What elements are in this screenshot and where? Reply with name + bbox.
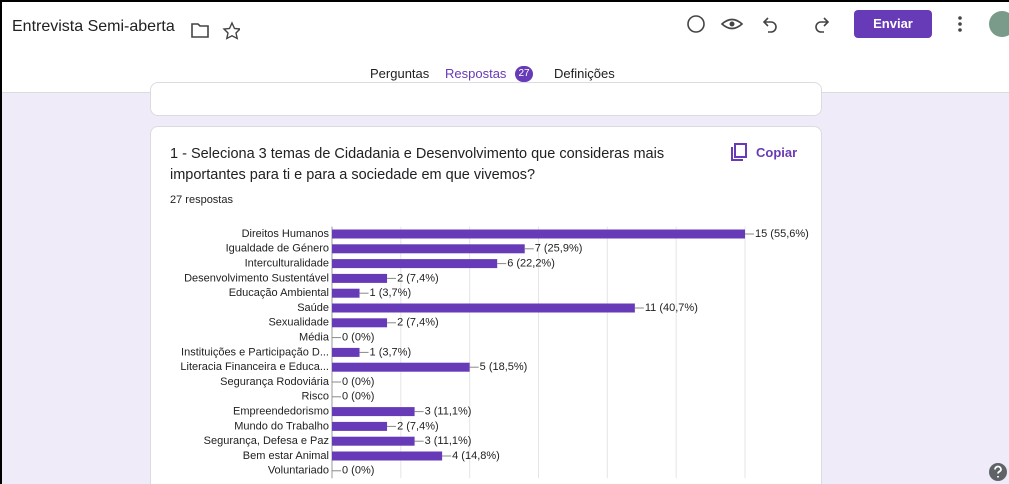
toolbar-icons [687, 15, 830, 33]
response-count: 27 respostas [170, 194, 233, 206]
more-dot[interactable] [958, 16, 962, 20]
category-label: Educação Ambiental [229, 287, 329, 299]
bar [332, 259, 498, 269]
star-icon[interactable] [222, 21, 240, 40]
copy-button[interactable]: Copiar [756, 145, 798, 160]
value-label: 2 (7,4%) [397, 420, 439, 432]
tab[interactable]: Perguntas [370, 66, 430, 81]
category-label: Mundo do Trabalho [234, 420, 329, 432]
bar [332, 436, 415, 446]
category-label: Interculturalidade [245, 258, 329, 270]
value-label: 1 (3,7%) [370, 287, 412, 299]
category-label: Bem estar Animal [243, 450, 329, 462]
question-title: 1 - Seleciona 3 temas de Cidadania e Des… [170, 146, 665, 183]
value-label: 3 (11,1%) [425, 406, 472, 418]
folder-icon[interactable] [191, 23, 209, 38]
value-label: 15 (55,6%) [755, 228, 809, 240]
redo-icon[interactable] [815, 17, 830, 33]
value-label: 2 (7,4%) [397, 317, 439, 329]
top-bar [2, 2, 1009, 93]
category-label: Instituições e Participação D... [181, 346, 329, 358]
bar [332, 407, 415, 417]
value-label: 11 (40,7%) [645, 302, 698, 314]
preview-icon-pupil [729, 21, 735, 27]
bar [332, 451, 443, 461]
category-label: Voluntariado [268, 465, 329, 477]
value-label: 5 (18,5%) [480, 361, 528, 373]
value-label: 6 (22,2%) [507, 258, 555, 270]
value-label: 4 (14,8%) [452, 450, 500, 462]
bar [332, 244, 525, 254]
value-label: 0 (0%) [342, 465, 374, 477]
value-label: 0 (0%) [342, 376, 374, 388]
value-label: 0 (0%) [342, 391, 374, 403]
category-label: Direitos Humanos [242, 228, 330, 240]
category-label: Literacia Financeira e Educa... [180, 361, 329, 373]
tab[interactable]: Definições [554, 66, 615, 81]
bar [332, 318, 388, 328]
category-label: Segurança Rodoviária [220, 376, 330, 388]
category-label: Média [299, 332, 330, 344]
bar [332, 288, 360, 298]
category-label: Risco [301, 391, 329, 403]
undo-icon[interactable] [762, 17, 777, 33]
send-button[interactable]: Enviar [854, 10, 932, 38]
title-icons [191, 21, 240, 40]
category-label: Saúde [297, 302, 329, 314]
preview-icon[interactable] [720, 18, 744, 30]
tab[interactable]: Respostas [445, 66, 507, 81]
value-label: 7 (25,9%) [535, 243, 583, 255]
bar [332, 362, 470, 372]
value-label: 0 (0%) [342, 332, 374, 344]
category-label: Igualdade de Género [226, 243, 329, 255]
menu-and-avatar [958, 11, 1009, 37]
more-dot[interactable] [958, 28, 962, 32]
bar [332, 421, 388, 431]
copy-icon[interactable] [730, 143, 748, 161]
bar [332, 229, 745, 239]
value-label: 2 (7,4%) [397, 272, 439, 284]
bar [332, 303, 635, 313]
bar [332, 347, 360, 357]
category-label: Sexualidade [268, 317, 329, 329]
value-label: 3 (11,1%) [425, 435, 472, 447]
responses-badge: 27 [515, 66, 533, 82]
value-label: 1 (3,7%) [370, 346, 412, 358]
category-label: Segurança, Defesa e Paz [204, 435, 329, 447]
form-title[interactable]: Entrevista Semi-aberta [12, 18, 175, 35]
avatar[interactable] [989, 11, 1009, 37]
category-label: Empreendedorismo [233, 406, 329, 418]
category-label: Desenvolvimento Sustentável [184, 272, 329, 284]
card [150, 82, 822, 116]
more-dot[interactable] [958, 22, 962, 26]
bar [332, 273, 388, 283]
help-icon[interactable] [988, 462, 1008, 482]
palette-icon[interactable] [687, 15, 705, 33]
